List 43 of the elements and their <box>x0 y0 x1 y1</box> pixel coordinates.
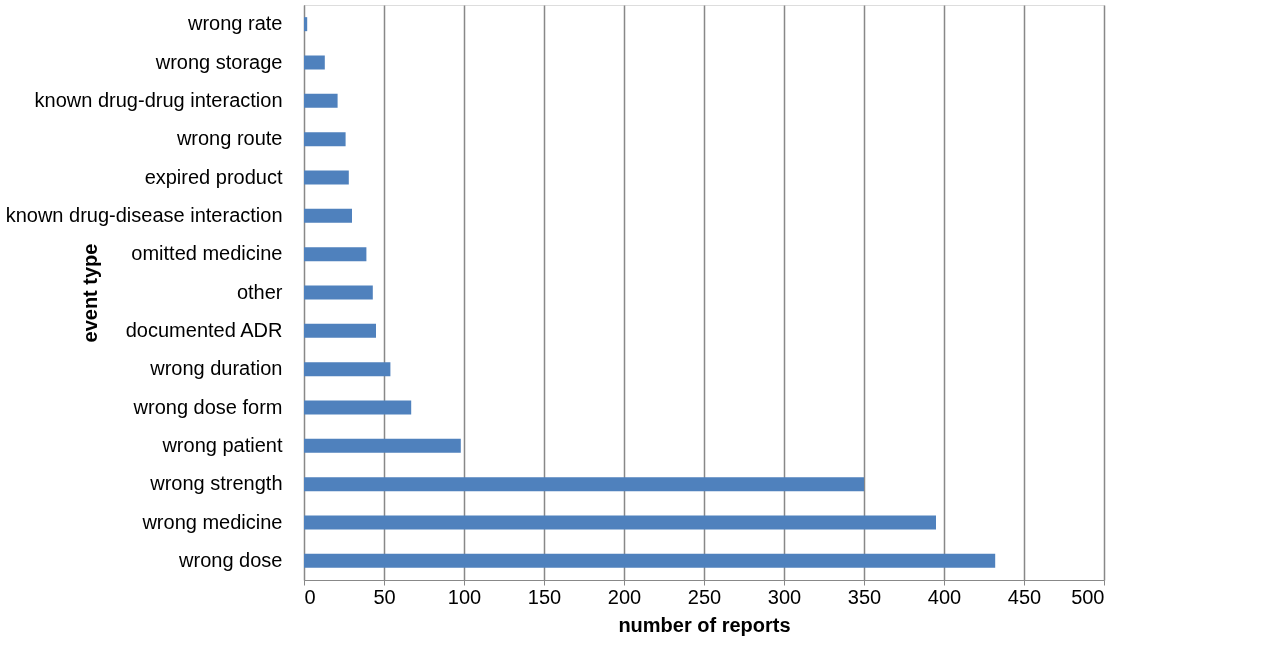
x-tick-label: 100 <box>447 585 482 608</box>
y-tick-label: other <box>236 280 283 303</box>
bar <box>304 323 376 338</box>
bar <box>304 55 325 70</box>
bar <box>304 208 352 223</box>
y-tick-label: known drug-disease interaction <box>5 203 283 226</box>
y-tick-label: known drug-drug interaction <box>34 88 283 111</box>
x-tick-label: 150 <box>527 585 562 608</box>
y-tick-label: wrong medicine <box>141 510 283 533</box>
bar <box>304 93 338 108</box>
x-tick-label: 400 <box>927 585 962 608</box>
y-tick-label: wrong route <box>175 127 283 150</box>
y-tick-label: expired product <box>144 165 283 188</box>
bar <box>304 553 996 568</box>
bar <box>304 285 373 300</box>
bar <box>304 400 412 415</box>
bar <box>304 515 936 530</box>
y-axis-title: event type <box>78 243 101 343</box>
bar <box>304 132 346 147</box>
y-tick-label: wrong duration <box>149 357 283 380</box>
bar <box>304 170 349 185</box>
x-tick-label: 500 <box>1071 585 1105 608</box>
bar <box>304 362 391 377</box>
y-tick-label: wrong storage <box>154 50 283 73</box>
x-tick-label: 450 <box>1007 585 1042 608</box>
x-axis-title: number of reports <box>618 613 791 636</box>
y-tick-label: wrong dose form <box>132 395 283 418</box>
y-tick-label: documented ADR <box>125 318 283 341</box>
bar <box>304 17 308 32</box>
x-tick-label: 50 <box>373 585 396 608</box>
x-tick-label: 350 <box>847 585 882 608</box>
x-tick-label: 200 <box>607 585 642 608</box>
y-tick-label: omitted medicine <box>131 242 283 265</box>
y-tick-label: wrong dose <box>178 548 283 571</box>
x-tick-label: 250 <box>687 585 722 608</box>
y-tick-label: wrong rate <box>187 12 283 35</box>
bar <box>304 477 864 492</box>
y-tick-label: wrong strength <box>149 472 283 495</box>
x-tick-label: 300 <box>767 585 802 608</box>
y-tick-label: wrong patient <box>161 433 283 456</box>
bar <box>304 247 367 262</box>
bar <box>304 438 461 453</box>
x-tick-label: 0 <box>304 585 316 608</box>
